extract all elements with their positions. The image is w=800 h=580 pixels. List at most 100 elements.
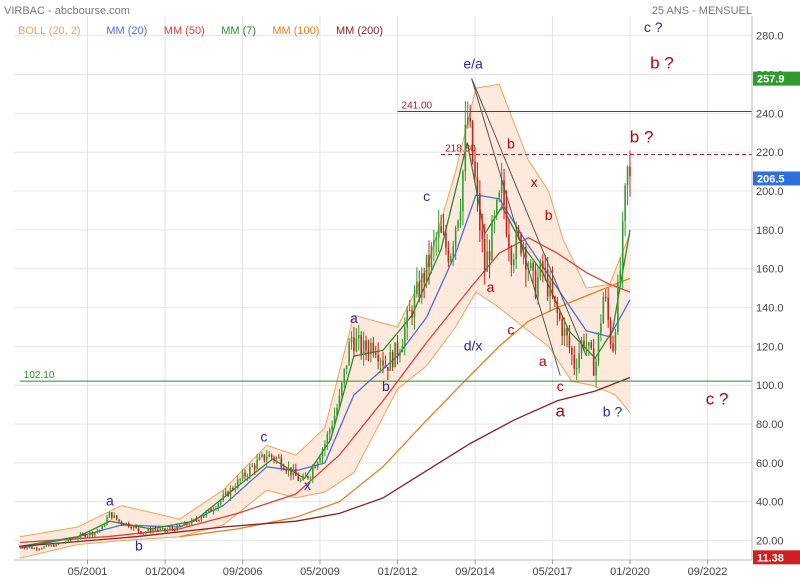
level-label: 218.80: [445, 144, 476, 155]
candle-up: [234, 488, 237, 490]
candle-up: [462, 171, 464, 212]
candle-up: [600, 323, 602, 334]
candle-up: [406, 310, 408, 328]
candle-up: [614, 331, 617, 351]
candle-up: [336, 407, 338, 416]
wave-label: b: [545, 207, 553, 223]
x-tick-label: 05/2009: [300, 566, 340, 578]
candle-up: [394, 342, 396, 368]
candle-up: [539, 261, 542, 278]
candle-up: [350, 337, 353, 343]
candle-up: [161, 528, 164, 530]
candle-down: [280, 457, 283, 468]
candle-up: [113, 515, 116, 518]
candle-up: [193, 519, 195, 521]
candle-down: [115, 515, 118, 520]
candle-up: [404, 327, 406, 346]
candlesticks: [19, 101, 631, 552]
candle-down: [612, 343, 614, 351]
candle-down: [120, 521, 123, 524]
candle-up: [106, 517, 108, 525]
price-tag-label: 11.38: [757, 552, 784, 564]
candle-up: [219, 500, 222, 504]
wave-label: c ?: [644, 19, 663, 35]
candle-down: [118, 519, 120, 522]
candle-down: [198, 520, 200, 522]
candle-down: [629, 166, 631, 177]
candle-down: [23, 547, 26, 549]
x-tick-label: 01/2012: [378, 566, 418, 578]
y-tick-label: 120.0: [756, 341, 784, 353]
candle-down: [62, 542, 65, 544]
candle-down: [84, 534, 86, 537]
wave-label: a: [487, 279, 495, 295]
candle-up: [430, 245, 433, 268]
candle-up: [40, 548, 43, 550]
candle-up: [529, 262, 532, 269]
candle-up: [626, 166, 629, 186]
candle-down: [476, 177, 479, 194]
trendline: [471, 78, 587, 357]
candle-down: [423, 273, 425, 283]
candle-up: [72, 538, 74, 540]
candle-down: [282, 467, 285, 470]
candle-up: [60, 542, 62, 544]
candle-down: [35, 548, 38, 550]
y-tick-label: 100.0: [756, 380, 784, 392]
candle-up: [169, 528, 171, 530]
wave-label: b ?: [603, 403, 623, 419]
candle-up: [28, 547, 31, 549]
candle-up: [268, 454, 270, 458]
candle-up: [302, 476, 304, 481]
candle-up: [437, 226, 440, 238]
candle-up: [319, 457, 321, 463]
candle-up: [251, 465, 254, 467]
candle-up: [401, 345, 404, 352]
x-tick-label: 05/2001: [68, 566, 108, 578]
trendline: [471, 78, 561, 376]
candle-up: [413, 294, 416, 318]
y-tick-label: 200.0: [756, 186, 784, 198]
moving-averages: [19, 142, 631, 549]
candle-up: [142, 533, 145, 535]
candle-up: [399, 351, 401, 357]
candle-up: [549, 280, 551, 297]
candle-down: [483, 238, 486, 272]
candle-up: [498, 192, 501, 200]
y-tick-label: 240.0: [756, 108, 784, 120]
candle-down: [149, 528, 152, 532]
candle-down: [517, 231, 520, 235]
candle-up: [452, 246, 455, 257]
candle-down: [566, 328, 568, 336]
candle-up: [292, 468, 295, 476]
y-axis: 20.00 40.00 60.00 80.00 100.0 120.0 140.0 160.0…: [751, 16, 784, 560]
price-levels: 241.00 218.80 102.10: [19, 100, 752, 382]
x-tick-label: 09/2022: [688, 566, 728, 578]
candle-down: [558, 312, 561, 320]
candle-down: [440, 226, 442, 233]
candle-up: [617, 281, 619, 332]
candle-up: [486, 251, 488, 272]
candle-up: [249, 466, 251, 476]
candle-down: [285, 469, 287, 472]
candle-up: [152, 529, 154, 532]
candle-down: [609, 320, 612, 344]
candle-up: [74, 538, 77, 540]
candle-down: [604, 296, 607, 298]
candle-up: [321, 449, 324, 458]
wave-label: c: [507, 322, 514, 338]
candle-up: [621, 220, 624, 270]
candle-up: [355, 338, 358, 352]
wave-label: a: [539, 353, 547, 369]
wave-label: e/a: [463, 56, 483, 72]
candle-up: [159, 528, 162, 531]
candle-down: [556, 302, 559, 313]
candle-up: [190, 519, 193, 525]
candle-down: [488, 251, 491, 261]
candle-down: [314, 467, 316, 469]
candle-up: [86, 535, 89, 537]
candle-up: [229, 488, 232, 497]
